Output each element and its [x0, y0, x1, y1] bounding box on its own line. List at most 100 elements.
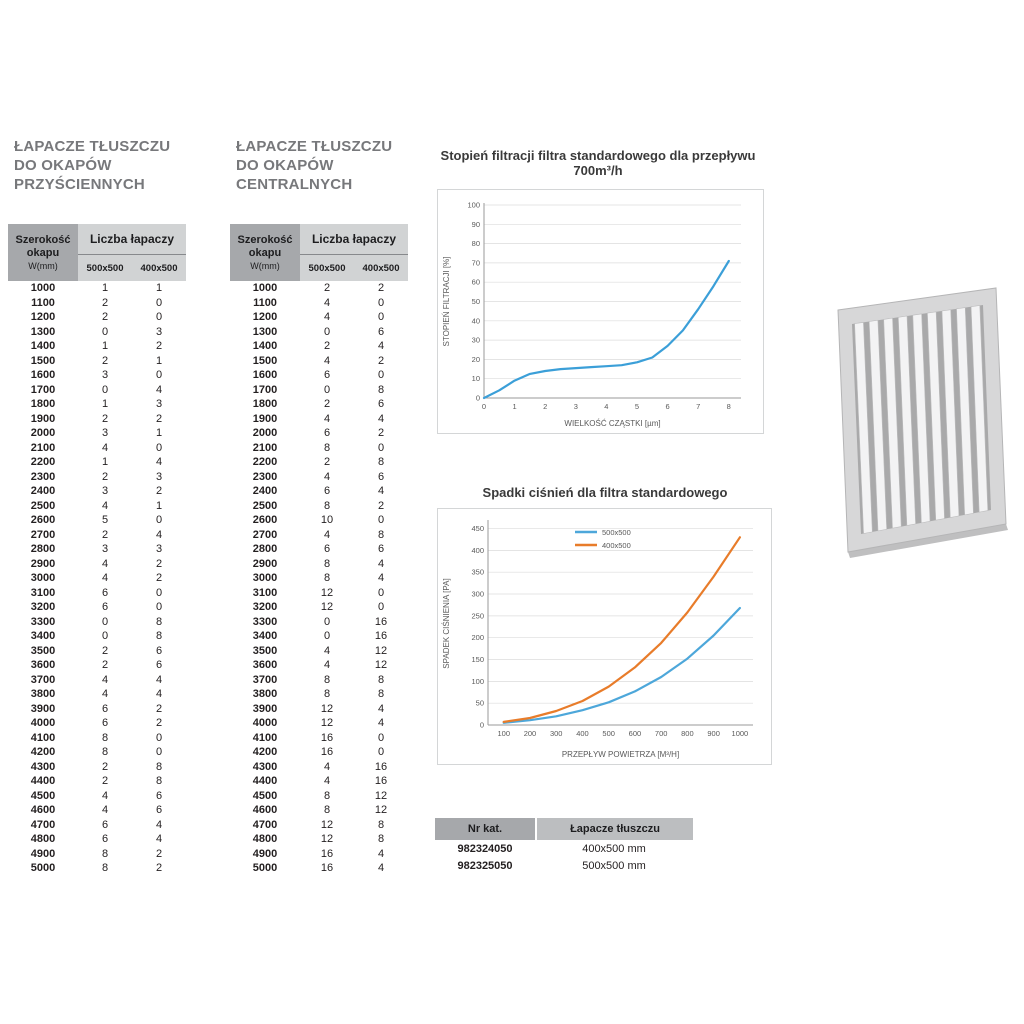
hood-width-cell: 1600: [252, 369, 278, 381]
trap-count-cell: 12: [374, 644, 388, 657]
trap-count-cell: 2: [155, 702, 163, 715]
table-row: 3900 12 4: [230, 702, 408, 717]
trap-count-cell: 0: [323, 630, 331, 642]
trap-count-cell: 6: [101, 833, 109, 845]
table-row: 4100 8 0: [8, 731, 186, 746]
trap-count-cell: 0: [155, 586, 163, 599]
trap-count-cell: 6: [377, 470, 385, 483]
filter-slat: [941, 309, 960, 518]
trap-count-cell: 2: [377, 282, 385, 294]
trap-count-cell: 6: [101, 601, 109, 613]
trap-count-cell: 0: [155, 601, 163, 613]
table-row: 3400 0 16: [230, 629, 408, 644]
table-row: 3500 2 6: [8, 644, 186, 659]
x-tick-label: 3: [574, 402, 578, 411]
trap-count-cell: 5: [101, 514, 109, 526]
table-row: 1000 2 2: [230, 281, 408, 296]
catalog-number-cell: 982324050: [457, 842, 513, 855]
trap-count-cell: 1: [101, 398, 109, 410]
table-row: 3700 4 4: [8, 673, 186, 688]
table-row: 2500 8 2: [230, 499, 408, 514]
hood-width-cell: 1800: [252, 398, 278, 410]
table-row: 2000 3 1: [8, 426, 186, 441]
trap-count-cell: 6: [101, 818, 109, 831]
filter-slat: [927, 311, 945, 521]
hood-width-cell: 4000: [252, 717, 278, 729]
table-row: 2200 2 8: [230, 455, 408, 470]
hood-width-cell: 2900: [30, 557, 56, 570]
hood-width-cell: 2900: [252, 557, 278, 570]
table-row: 1500 2 1: [8, 354, 186, 369]
hood-width-cell: 2700: [30, 528, 56, 541]
y-tick-label: 80: [472, 239, 480, 248]
table-row: 2400 6 4: [230, 484, 408, 499]
trap-count-cell: 2: [101, 354, 109, 367]
central-title-line-1: ŁAPACZE TŁUSZCZU: [236, 138, 393, 155]
table-row: 2900 4 2: [8, 557, 186, 572]
trap-count-cell: 12: [320, 717, 334, 729]
trap-count-cell: 4: [377, 557, 385, 570]
hood-width-cell: 1500: [252, 354, 278, 367]
table-row: 1900 4 4: [230, 412, 408, 427]
table-row: 1900 2 2: [8, 412, 186, 427]
col-subheader-500x500: 500x500: [78, 254, 132, 281]
x-tick-label: 0: [482, 402, 486, 411]
trap-count-cell: 1: [155, 354, 163, 367]
table-row: 4200 8 0: [8, 745, 186, 760]
table-row: 4500 8 12: [230, 789, 408, 804]
trap-count-cell: 8: [377, 818, 385, 831]
x-tick-label: 6: [665, 402, 669, 411]
table-row: 4700 6 4: [8, 818, 186, 833]
y-tick-label: 50: [472, 297, 480, 306]
central-table-title: ŁAPACZE TŁUSZCZU DO OKAPÓW CENTRALNYCH: [230, 137, 408, 194]
trap-count-cell: 4: [155, 688, 163, 700]
trap-count-cell: 0: [101, 383, 109, 396]
table-row: 1100 4 0: [230, 296, 408, 311]
trap-count-cell: 4: [323, 659, 331, 671]
trap-count-cell: 8: [377, 673, 385, 686]
trap-count-cell: 10: [320, 514, 334, 526]
hood-width-cell: 2600: [30, 514, 56, 526]
hood-width-cell: 2400: [252, 485, 278, 497]
table-row: 1600 3 0: [8, 368, 186, 383]
hood-width-cell: 2000: [252, 427, 278, 439]
x-tick-label: 300: [550, 729, 563, 738]
y-tick-label: 40: [472, 316, 480, 325]
trap-count-cell: 0: [377, 311, 385, 323]
trap-count-cell: 8: [155, 775, 163, 787]
trap-count-cell: 2: [101, 775, 109, 787]
hood-width-cell: 4300: [30, 760, 56, 773]
table-row: 4100 16 0: [230, 731, 408, 746]
trap-count-cell: 0: [377, 514, 385, 526]
filter-bottom-edge: [848, 524, 1008, 558]
central-table: Szerokość okapu W(mm) Liczba łapaczy 500…: [230, 224, 408, 876]
trap-count-cell: 6: [101, 586, 109, 599]
hood-width-cell: 2200: [252, 456, 278, 468]
hood-width-cell: 3100: [30, 586, 56, 599]
hood-width-cell: 2700: [252, 528, 278, 541]
col-header-width-line2: okapu: [26, 246, 60, 259]
y-axis-label: SPADEK CIŚNIENIA [PA]: [442, 578, 451, 668]
table-row: 2000 6 2: [230, 426, 408, 441]
trap-count-cell: 1: [155, 499, 163, 512]
trap-count-cell: 0: [155, 731, 163, 744]
trap-count-cell: 2: [323, 282, 331, 294]
x-tick-label: 100: [497, 729, 510, 738]
hood-width-cell: 4200: [30, 746, 56, 758]
hood-width-cell: 4900: [252, 847, 278, 860]
trap-count-cell: 4: [101, 441, 109, 454]
table-row: 1700 0 4: [8, 383, 186, 398]
catalog-row: 982324050 400x500 mm: [435, 840, 693, 857]
table-row: 4300 2 8: [8, 760, 186, 775]
catalog-header-nr-kat: Nr kat.: [435, 818, 535, 840]
trap-count-cell: 8: [323, 557, 331, 570]
table-row: 3200 12 0: [230, 600, 408, 615]
hood-width-cell: 4500: [30, 789, 56, 802]
trap-count-cell: 2: [323, 340, 331, 352]
table-row: 2600 5 0: [8, 513, 186, 528]
hood-width-cell: 2400: [30, 485, 56, 497]
filtration-chart-title: Stopień filtracji filtra standardowego d…: [440, 148, 756, 178]
wall-title-line-3: PRZYŚCIENNYCH: [14, 176, 145, 193]
trap-count-cell: 6: [101, 717, 109, 729]
